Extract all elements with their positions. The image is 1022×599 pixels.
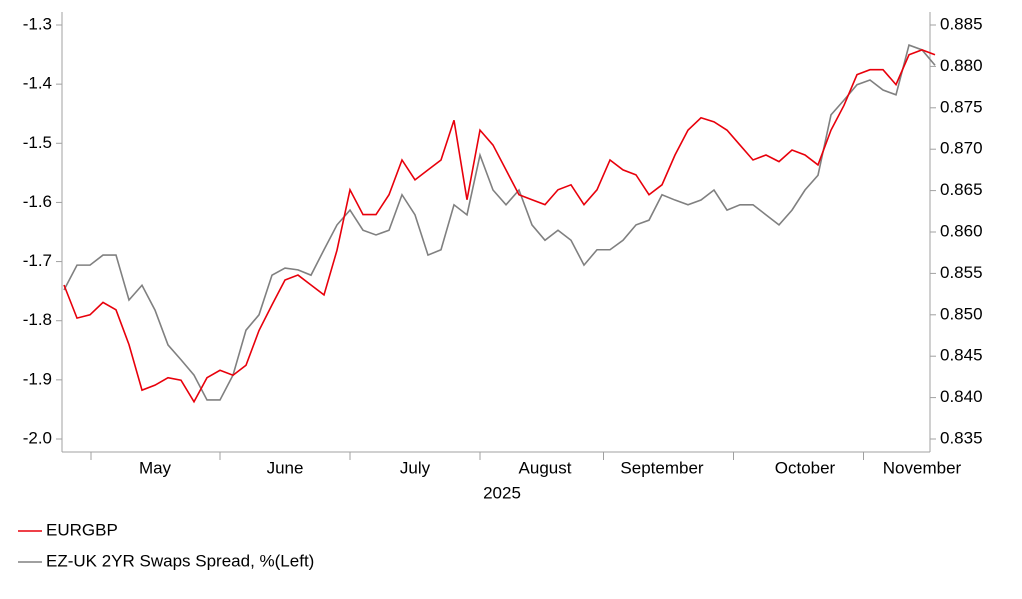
y-tick-label: -1.5 [23, 133, 52, 152]
x-tick-label: September [620, 458, 703, 477]
y2-tick-label: 0.875 [940, 97, 983, 116]
series-line [63, 48, 936, 404]
y2-tick-label: 0.850 [940, 304, 983, 323]
x-axis-label: 2025 [483, 483, 521, 502]
y-tick-label: -1.7 [23, 251, 52, 270]
x-tick-label: November [883, 458, 962, 477]
y-tick-label: -1.9 [23, 369, 52, 388]
y2-tick-label: 0.855 [940, 263, 983, 282]
x-tick-label: July [400, 458, 431, 477]
x-tick-label: May [139, 458, 172, 477]
legend-label: EURGBP [46, 520, 118, 539]
y2-tick-label: 0.880 [940, 56, 983, 75]
y2-tick-label: 0.870 [940, 139, 983, 158]
y-tick-label: -1.8 [23, 310, 52, 329]
y-tick-label: -1.6 [23, 192, 52, 211]
y2-tick-label: 0.835 [940, 428, 983, 447]
series-line [63, 44, 936, 401]
y2-tick-label: 0.885 [940, 14, 983, 33]
x-tick-label: August [519, 458, 572, 477]
x-tick-label: October [775, 458, 836, 477]
y2-tick-label: 0.865 [940, 180, 983, 199]
y2-tick-label: 0.860 [940, 221, 983, 240]
y2-tick-label: 0.840 [940, 387, 983, 406]
x-tick-label: June [267, 458, 304, 477]
legend-label: EZ-UK 2YR Swaps Spread, %(Left) [46, 551, 314, 570]
y-tick-label: -2.0 [23, 428, 52, 447]
y-tick-label: -1.3 [23, 14, 52, 33]
y2-tick-label: 0.845 [940, 346, 983, 365]
y-tick-label: -1.4 [23, 74, 52, 93]
